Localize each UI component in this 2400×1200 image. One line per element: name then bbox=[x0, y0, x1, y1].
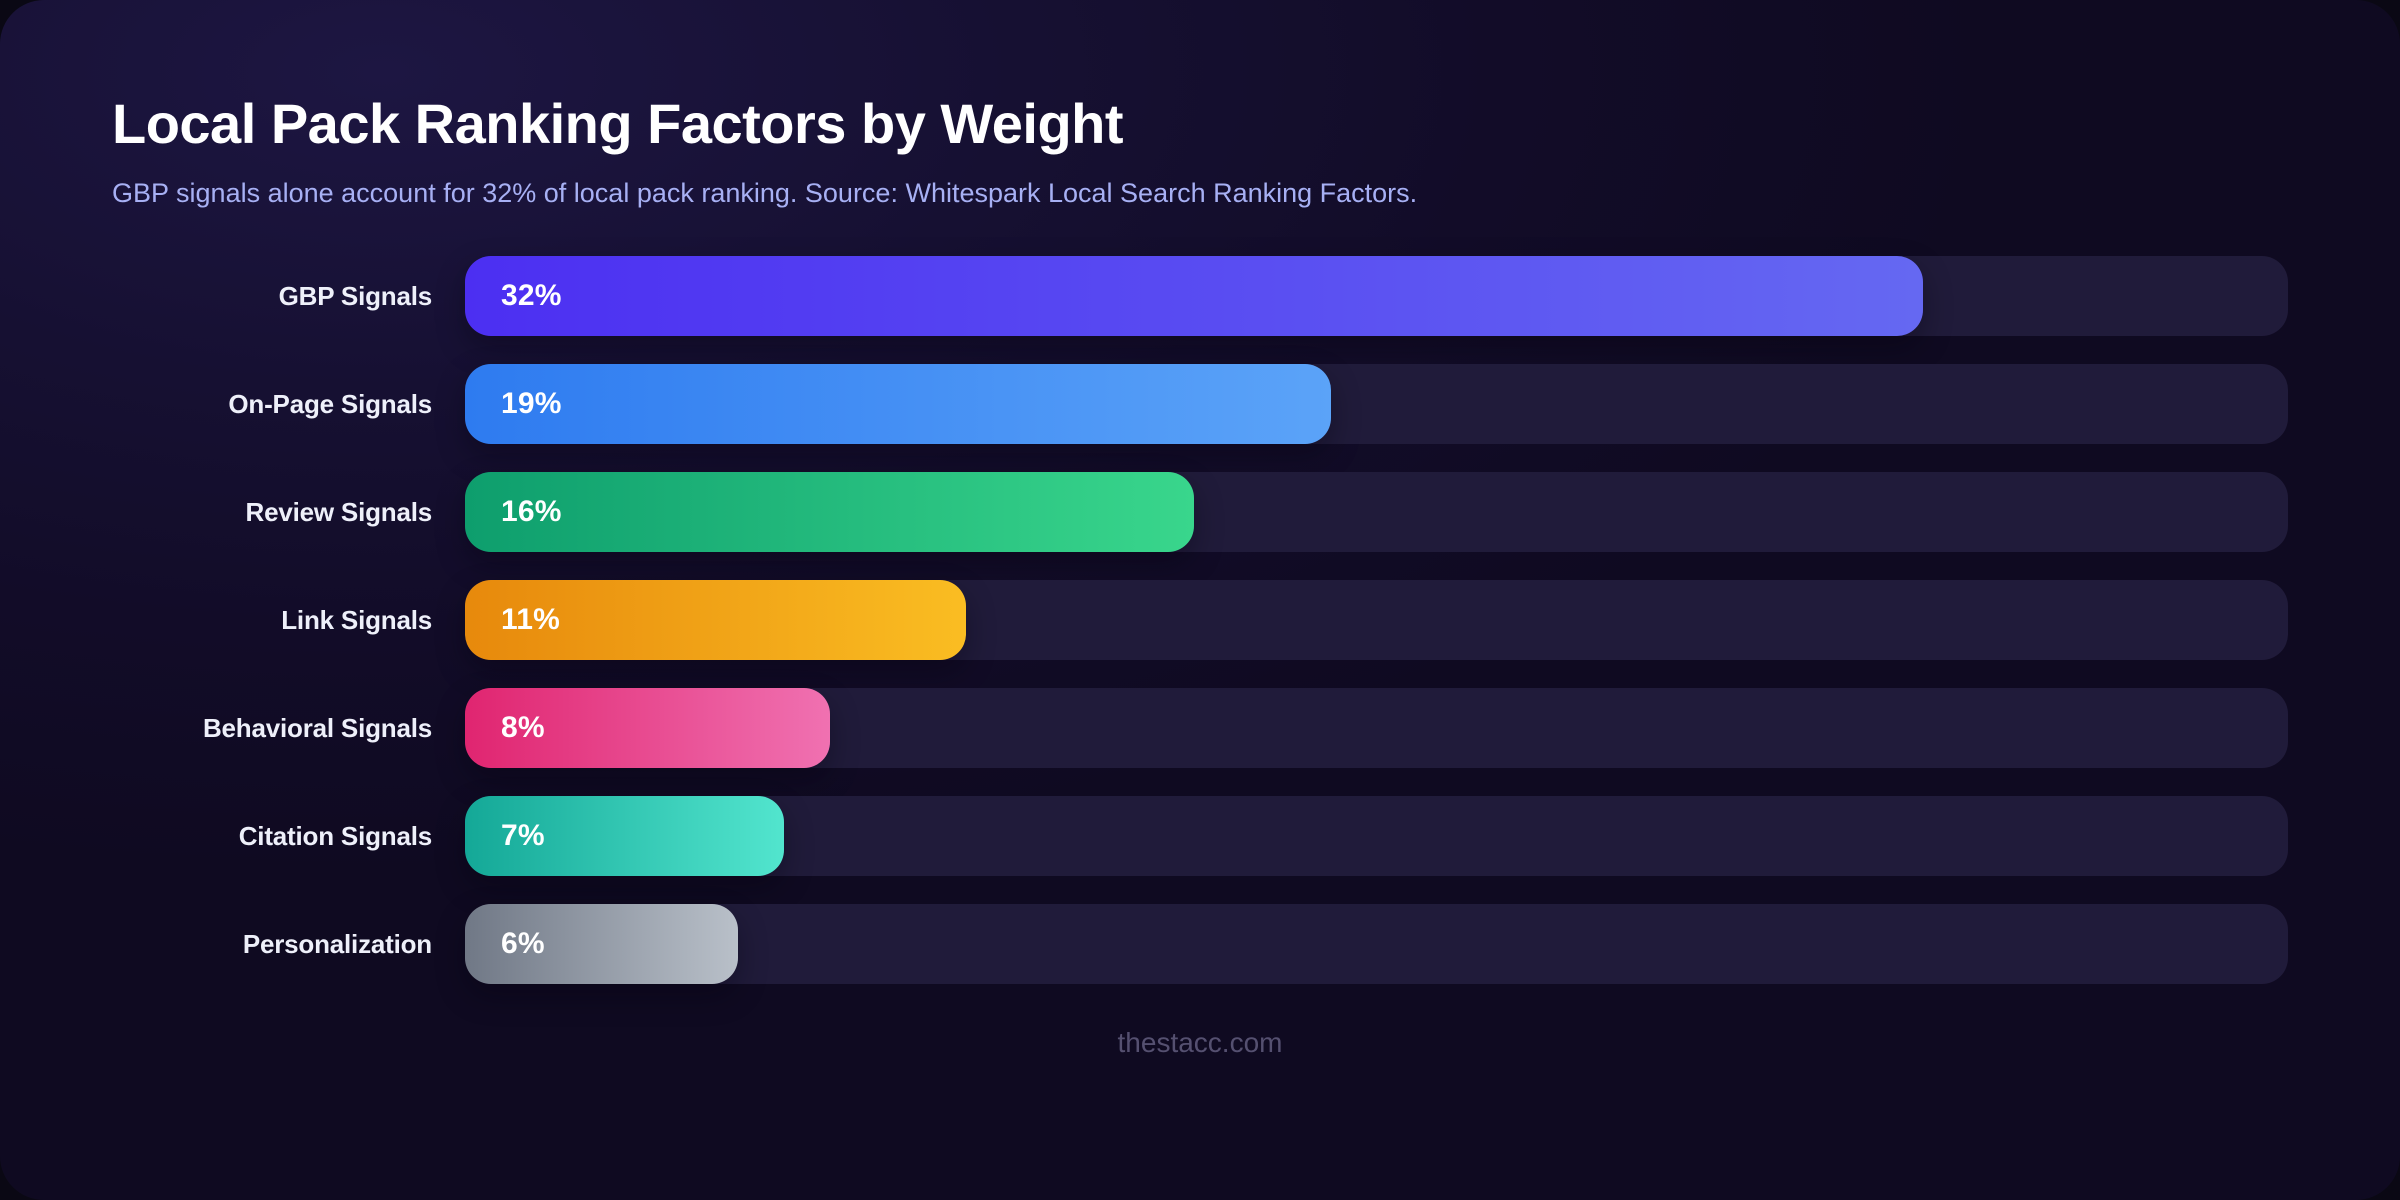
bar-label: Link Signals bbox=[281, 604, 432, 635]
content-area: Local Pack Ranking Factors by Weight GBP… bbox=[112, 92, 2288, 1059]
bar-track: 7% bbox=[465, 796, 2288, 877]
bar-fill: 11% bbox=[465, 580, 967, 661]
bar-fill: 7% bbox=[465, 796, 785, 877]
bar-label: Review Signals bbox=[245, 496, 433, 527]
bar-row: Link Signals 11% bbox=[112, 580, 2288, 661]
bar-row: Citation Signals 7% bbox=[112, 796, 2288, 877]
bar-fill: 8% bbox=[465, 688, 830, 769]
chart-subtitle: GBP signals alone account for 32% of loc… bbox=[112, 178, 1418, 209]
bar-track: 11% bbox=[465, 580, 2288, 661]
bar-row: GBP Signals 32% bbox=[112, 256, 2288, 337]
bar-value: 7% bbox=[501, 819, 545, 853]
bar-label: On-Page Signals bbox=[228, 388, 432, 419]
bar-value: 19% bbox=[501, 387, 562, 421]
bar-row: Behavioral Signals 8% bbox=[112, 688, 2288, 769]
bar-value: 11% bbox=[501, 603, 560, 637]
bar-fill: 32% bbox=[465, 256, 1924, 337]
bar-value: 8% bbox=[501, 711, 545, 745]
bar-row: Personalization 6% bbox=[112, 904, 2288, 985]
bar-label: Citation Signals bbox=[238, 820, 432, 851]
bar-label: GBP Signals bbox=[278, 280, 433, 311]
bar-label: Personalization bbox=[242, 928, 432, 959]
bar-track: 8% bbox=[465, 688, 2288, 769]
bar-track: 16% bbox=[465, 472, 2288, 553]
bar-fill: 19% bbox=[465, 364, 1331, 445]
bar-value: 6% bbox=[501, 927, 545, 961]
bar-label: Behavioral Signals bbox=[202, 712, 432, 743]
bar-track: 6% bbox=[465, 904, 2288, 985]
watermark: thestacc.com bbox=[1117, 1027, 1283, 1059]
bar-row: On-Page Signals 19% bbox=[112, 364, 2288, 445]
bar-fill: 6% bbox=[465, 904, 739, 985]
bar-track: 32% bbox=[465, 256, 2288, 337]
bar-fill: 16% bbox=[465, 472, 1195, 553]
bar-value: 16% bbox=[501, 495, 562, 529]
bar-value: 32% bbox=[501, 279, 562, 313]
bar-chart: GBP Signals 32% On-Page Signals 19% Revi… bbox=[112, 256, 2288, 985]
bar-track: 19% bbox=[465, 364, 2288, 445]
page-title: Local Pack Ranking Factors by Weight bbox=[112, 92, 1124, 155]
bar-row: Review Signals 16% bbox=[112, 472, 2288, 553]
